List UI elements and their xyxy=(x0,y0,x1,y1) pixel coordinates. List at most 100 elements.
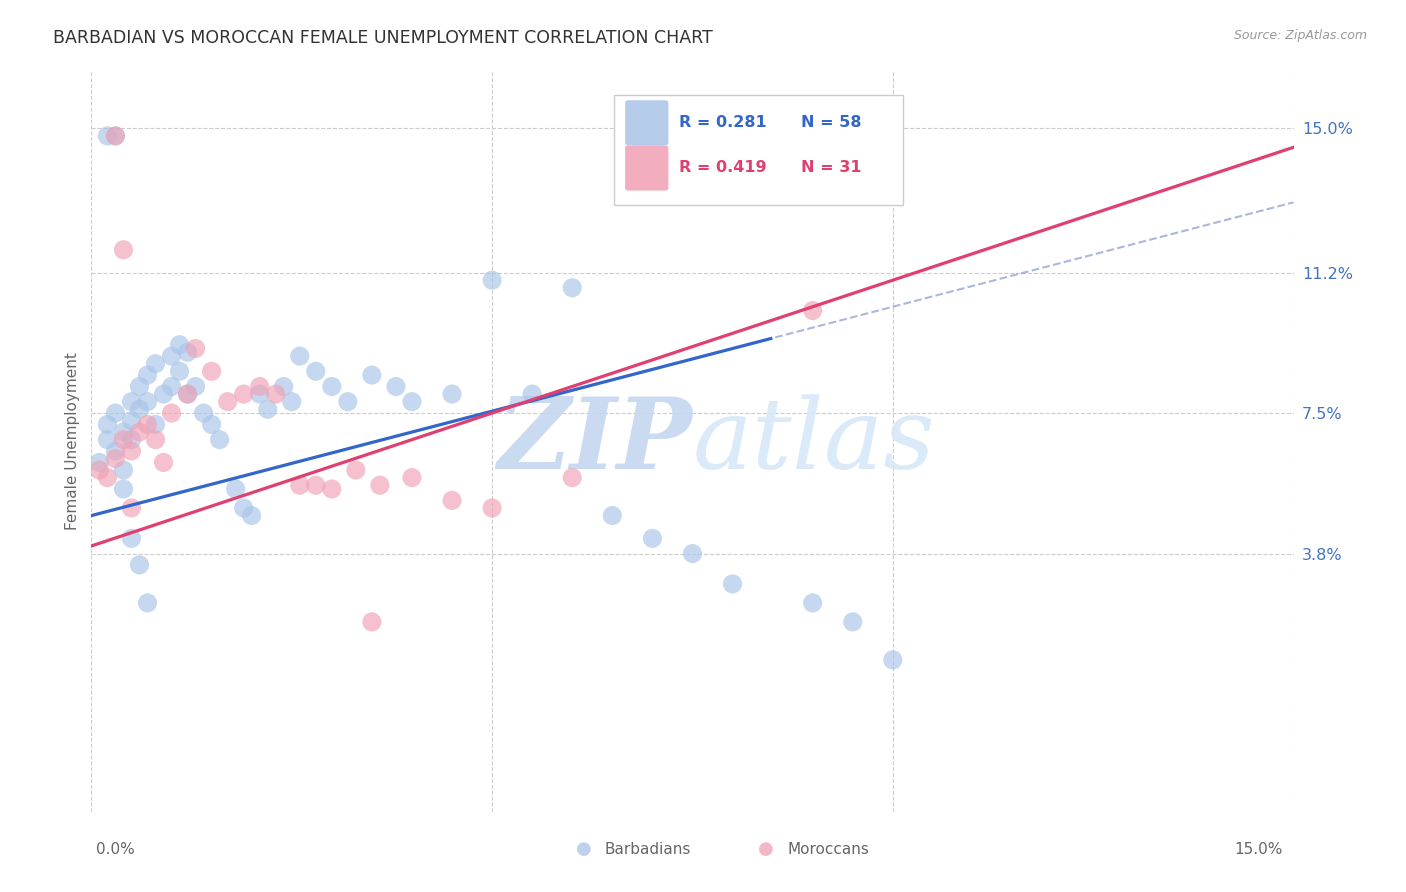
Point xyxy=(401,470,423,484)
Point xyxy=(176,387,198,401)
Point xyxy=(96,128,118,143)
Point xyxy=(112,433,135,447)
Point xyxy=(136,596,159,610)
Point xyxy=(368,478,391,492)
Point xyxy=(801,303,824,318)
Point xyxy=(288,349,311,363)
Point xyxy=(145,417,167,432)
Point xyxy=(440,387,463,401)
Point xyxy=(321,379,343,393)
Point xyxy=(225,482,247,496)
Point xyxy=(561,470,583,484)
Point xyxy=(273,379,295,393)
Point xyxy=(112,243,135,257)
Point xyxy=(481,500,503,515)
Point xyxy=(193,406,215,420)
Y-axis label: Female Unemployment: Female Unemployment xyxy=(65,352,80,531)
Point xyxy=(385,379,408,393)
FancyBboxPatch shape xyxy=(614,95,903,204)
Point xyxy=(160,406,183,420)
Point xyxy=(249,379,271,393)
Point xyxy=(104,444,127,458)
Point xyxy=(641,532,664,546)
Point xyxy=(104,406,127,420)
Point xyxy=(104,128,127,143)
Point xyxy=(121,433,143,447)
Point xyxy=(136,368,159,383)
Point xyxy=(305,478,328,492)
Point xyxy=(360,368,382,383)
Text: Source: ZipAtlas.com: Source: ZipAtlas.com xyxy=(1233,29,1367,42)
Point xyxy=(841,615,863,629)
FancyBboxPatch shape xyxy=(626,145,668,191)
Text: atlas: atlas xyxy=(692,394,935,489)
Point xyxy=(169,337,191,351)
Point xyxy=(201,364,224,378)
Point xyxy=(681,547,703,561)
Point xyxy=(882,653,904,667)
Point xyxy=(128,379,150,393)
Point xyxy=(128,402,150,417)
Text: N = 31: N = 31 xyxy=(800,161,860,176)
Point xyxy=(96,470,118,484)
Point xyxy=(321,482,343,496)
Point xyxy=(89,455,111,469)
Point xyxy=(440,493,463,508)
Point xyxy=(801,596,824,610)
Point xyxy=(201,417,224,432)
Point xyxy=(121,414,143,428)
Point xyxy=(336,394,359,409)
Text: ZIP: ZIP xyxy=(498,393,692,490)
Point xyxy=(128,558,150,572)
Point xyxy=(121,500,143,515)
Point xyxy=(721,577,744,591)
Point xyxy=(112,482,135,496)
Point xyxy=(121,532,143,546)
Point xyxy=(121,394,143,409)
Point xyxy=(184,342,207,356)
Point xyxy=(121,444,143,458)
Text: ●: ● xyxy=(575,840,592,858)
Point xyxy=(288,478,311,492)
Point xyxy=(169,364,191,378)
Point xyxy=(96,433,118,447)
Point xyxy=(249,387,271,401)
Point xyxy=(522,387,544,401)
Text: N = 58: N = 58 xyxy=(800,115,860,130)
Point xyxy=(232,500,254,515)
Point xyxy=(360,615,382,629)
Point xyxy=(602,508,624,523)
Point xyxy=(145,433,167,447)
Point xyxy=(264,387,287,401)
Point xyxy=(305,364,328,378)
Point xyxy=(152,455,174,469)
Point xyxy=(160,379,183,393)
Point xyxy=(160,349,183,363)
Text: 15.0%: 15.0% xyxy=(1234,842,1282,856)
Text: R = 0.281: R = 0.281 xyxy=(679,115,766,130)
Point xyxy=(256,402,278,417)
Point xyxy=(89,463,111,477)
Point xyxy=(344,463,367,477)
Point xyxy=(104,451,127,466)
Point xyxy=(128,425,150,439)
FancyBboxPatch shape xyxy=(626,100,668,145)
Point xyxy=(281,394,304,409)
Point xyxy=(481,273,503,287)
Point xyxy=(112,425,135,439)
Point xyxy=(208,433,231,447)
Text: ●: ● xyxy=(758,840,775,858)
Point xyxy=(112,463,135,477)
Text: 0.0%: 0.0% xyxy=(96,842,135,856)
Text: BARBADIAN VS MOROCCAN FEMALE UNEMPLOYMENT CORRELATION CHART: BARBADIAN VS MOROCCAN FEMALE UNEMPLOYMEN… xyxy=(53,29,713,46)
Text: Moroccans: Moroccans xyxy=(787,842,869,856)
Point xyxy=(176,345,198,359)
Point xyxy=(176,387,198,401)
Point xyxy=(401,394,423,409)
Point xyxy=(152,387,174,401)
Point xyxy=(104,128,127,143)
Point xyxy=(145,357,167,371)
Point xyxy=(232,387,254,401)
Text: R = 0.419: R = 0.419 xyxy=(679,161,766,176)
Point xyxy=(217,394,239,409)
